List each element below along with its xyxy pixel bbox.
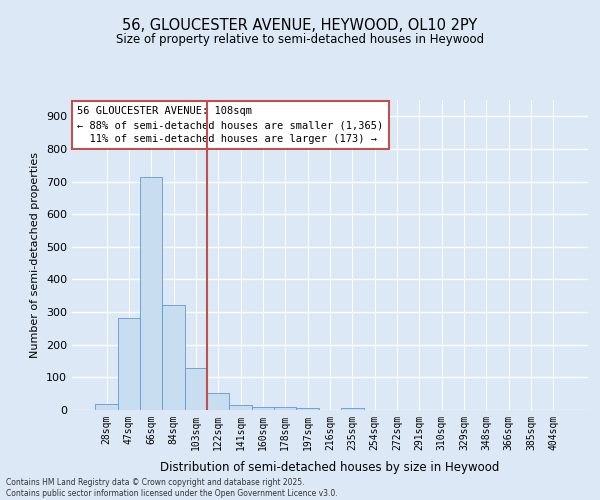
Bar — [118, 318, 140, 410]
Text: Contains HM Land Registry data © Crown copyright and database right 2025.
Contai: Contains HM Land Registry data © Crown c… — [6, 478, 338, 498]
Bar — [185, 368, 207, 410]
Bar — [163, 304, 185, 410]
Bar — [341, 408, 364, 410]
Text: 56 GLOUCESTER AVENUE: 108sqm
← 88% of semi-detached houses are smaller (1,365)
 : 56 GLOUCESTER AVENUE: 108sqm ← 88% of se… — [77, 106, 383, 144]
Bar — [140, 176, 163, 410]
Bar — [95, 404, 118, 410]
Bar — [229, 406, 252, 410]
Bar — [296, 408, 319, 410]
Bar — [252, 406, 274, 410]
X-axis label: Distribution of semi-detached houses by size in Heywood: Distribution of semi-detached houses by … — [160, 461, 500, 474]
Y-axis label: Number of semi-detached properties: Number of semi-detached properties — [31, 152, 40, 358]
Bar — [207, 393, 229, 410]
Text: 56, GLOUCESTER AVENUE, HEYWOOD, OL10 2PY: 56, GLOUCESTER AVENUE, HEYWOOD, OL10 2PY — [122, 18, 478, 32]
Text: Size of property relative to semi-detached houses in Heywood: Size of property relative to semi-detach… — [116, 32, 484, 46]
Bar — [274, 408, 296, 410]
